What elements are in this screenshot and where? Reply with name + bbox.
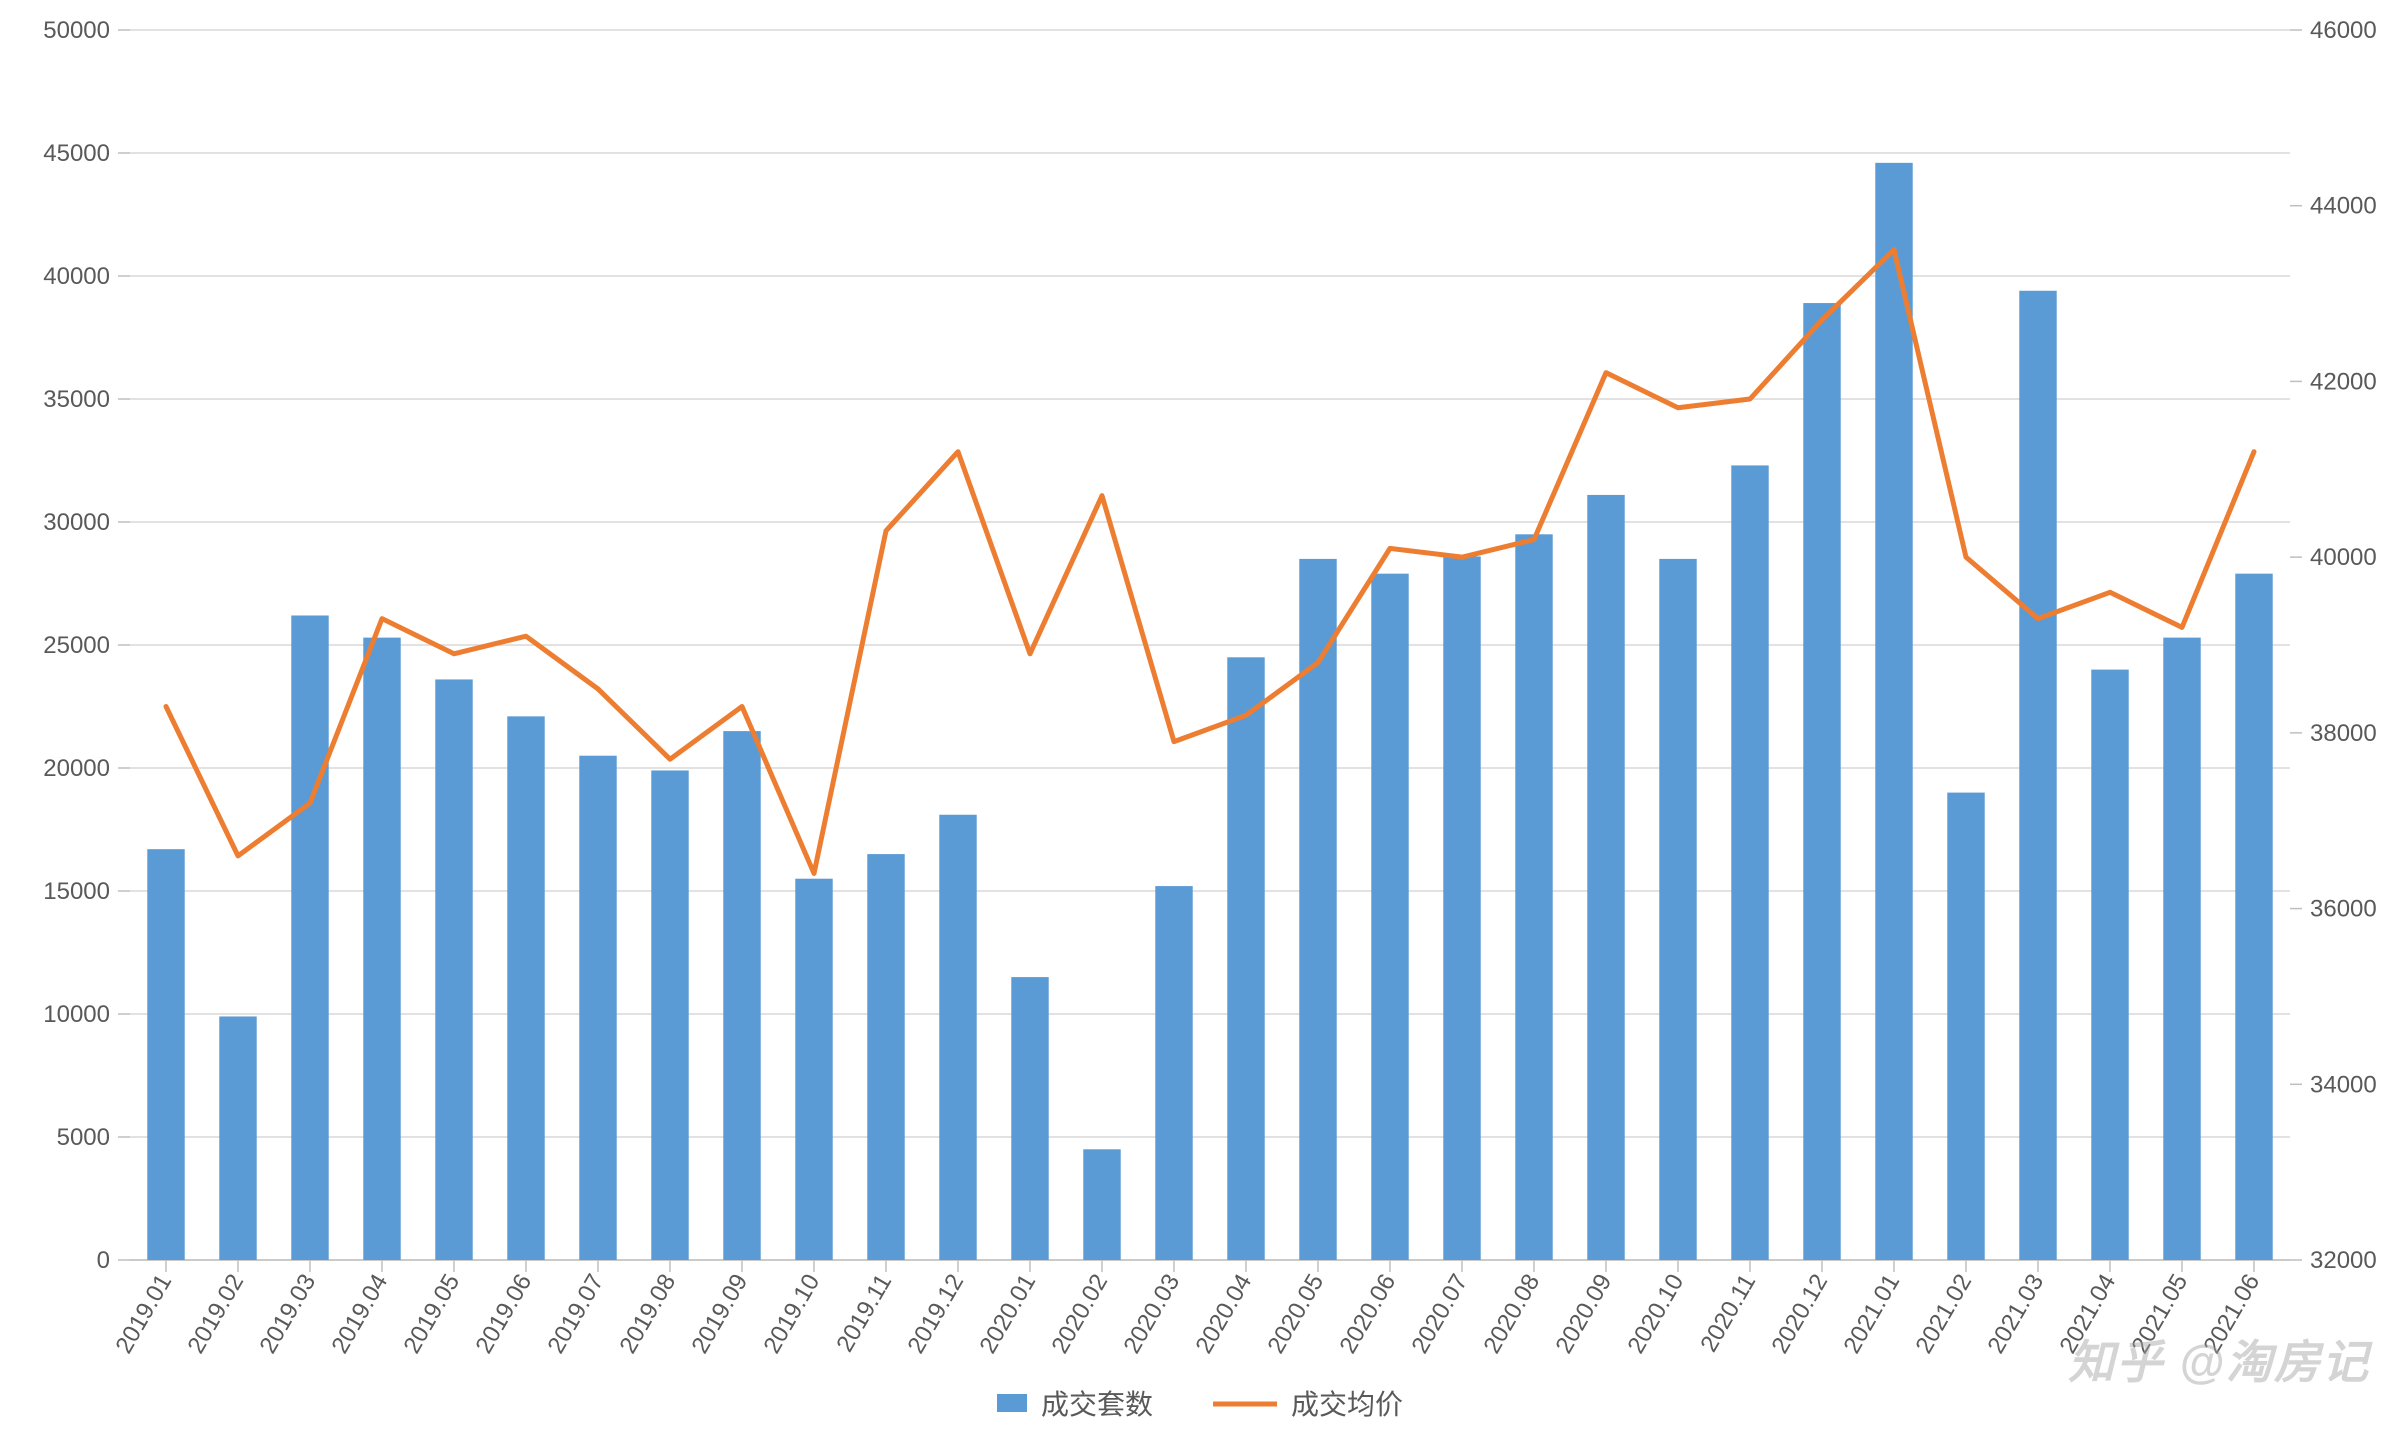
bar: [2091, 670, 2128, 1260]
y-left-tick-label: 35000: [43, 386, 110, 413]
bar: [1731, 465, 1768, 1260]
bar: [1011, 977, 1048, 1260]
bar: [1227, 657, 1264, 1260]
bar: [723, 731, 760, 1260]
y-left-tick-label: 20000: [43, 755, 110, 782]
combo-chart: 0 5000 10000 15000 20000 25000 30000 35000 40000…: [0, 0, 2400, 1432]
bar: [1875, 163, 1912, 1260]
y-left-tick-label: 30000: [43, 509, 110, 536]
y-left-tick-label: 45000: [43, 140, 110, 167]
bar: [579, 756, 616, 1260]
legend-label: 成交均价: [1291, 1389, 1403, 1420]
bar: [651, 770, 688, 1260]
y-left-tick-label: 10000: [43, 1001, 110, 1028]
bar: [1443, 556, 1480, 1260]
y-right-tick-label: 44000: [2310, 193, 2377, 220]
bar: [1155, 886, 1192, 1260]
y-left-tick-label: 15000: [43, 878, 110, 905]
bar: [291, 615, 328, 1260]
bar: [1803, 303, 1840, 1260]
y-right-tick-label: 40000: [2310, 544, 2377, 571]
legend-label: 成交套数: [1041, 1389, 1153, 1420]
y-right-tick-label: 36000: [2310, 896, 2377, 923]
bar: [1947, 793, 1984, 1260]
bar: [1371, 574, 1408, 1260]
y-right-tick-label: 32000: [2310, 1247, 2377, 1274]
y-left-tick-label: 5000: [57, 1124, 110, 1151]
bar: [363, 638, 400, 1260]
bar: [1587, 495, 1624, 1260]
bar: [1083, 1149, 1120, 1260]
bar: [795, 879, 832, 1260]
bar: [867, 854, 904, 1260]
bar: [435, 679, 472, 1260]
y-left-tick-label: 0: [97, 1247, 110, 1274]
y-right-tick-label: 42000: [2310, 368, 2377, 395]
bar: [939, 815, 976, 1260]
bar: [507, 716, 544, 1260]
bar: [2019, 291, 2056, 1260]
legend-swatch-bar: [997, 1394, 1027, 1412]
bar: [2235, 574, 2272, 1260]
bar: [1515, 534, 1552, 1260]
bar: [1659, 559, 1696, 1260]
y-left-tick-label: 50000: [43, 17, 110, 44]
bar: [2163, 638, 2200, 1260]
y-right-tick-label: 38000: [2310, 720, 2377, 747]
y-left-tick-label: 40000: [43, 263, 110, 290]
y-right-tick-label: 34000: [2310, 1071, 2377, 1098]
y-right-tick-label: 46000: [2310, 17, 2377, 44]
y-left-tick-label: 25000: [43, 632, 110, 659]
chart-container: 0 5000 10000 15000 20000 25000 30000 35000 40000…: [0, 0, 2400, 1432]
bar: [219, 1016, 256, 1260]
bar: [147, 849, 184, 1260]
